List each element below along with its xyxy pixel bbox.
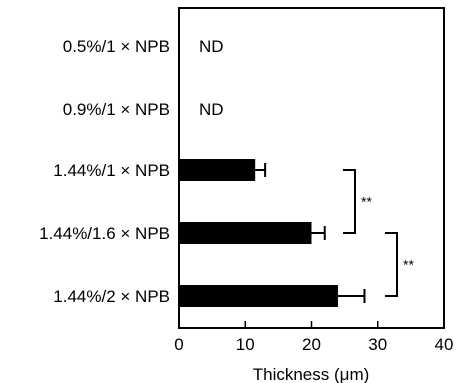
error-bars bbox=[255, 163, 366, 303]
category-label: 1.44%/2 × NPB bbox=[53, 287, 170, 306]
category-label: 0.9%/1 × NPB bbox=[63, 100, 170, 119]
bars bbox=[179, 159, 338, 307]
significance-label: ** bbox=[361, 194, 372, 210]
category-label: 1.44%/1.6 × NPB bbox=[39, 224, 170, 243]
category-label: 0.5%/1 × NPB bbox=[63, 37, 170, 56]
bar bbox=[179, 285, 338, 307]
x-tick-label: 20 bbox=[302, 335, 321, 354]
nd-label: ND bbox=[199, 100, 224, 119]
bar bbox=[179, 159, 256, 181]
x-axis-title: Thickness (μm) bbox=[253, 365, 370, 383]
x-tick-label: 30 bbox=[368, 335, 387, 354]
category-label: 1.44%/1 × NPB bbox=[53, 161, 170, 180]
y-axis-category-labels: 0.5%/1 × NPB 0.9%/1 × NPB 1.44%/1 × NPB 1.4… bbox=[39, 37, 170, 306]
bar bbox=[179, 222, 312, 244]
x-tick-label: 0 bbox=[174, 335, 183, 354]
nd-labels: ND ND bbox=[199, 37, 224, 119]
significance-bracket bbox=[343, 169, 356, 234]
significance-label: ** bbox=[403, 257, 414, 273]
significance-brackets: ** ** bbox=[343, 169, 414, 297]
significance-bracket bbox=[385, 232, 398, 297]
x-axis: 0 10 20 30 40 bbox=[174, 321, 453, 354]
x-tick-label: 40 bbox=[435, 335, 454, 354]
x-tick-label: 10 bbox=[236, 335, 255, 354]
nd-label: ND bbox=[199, 37, 224, 56]
